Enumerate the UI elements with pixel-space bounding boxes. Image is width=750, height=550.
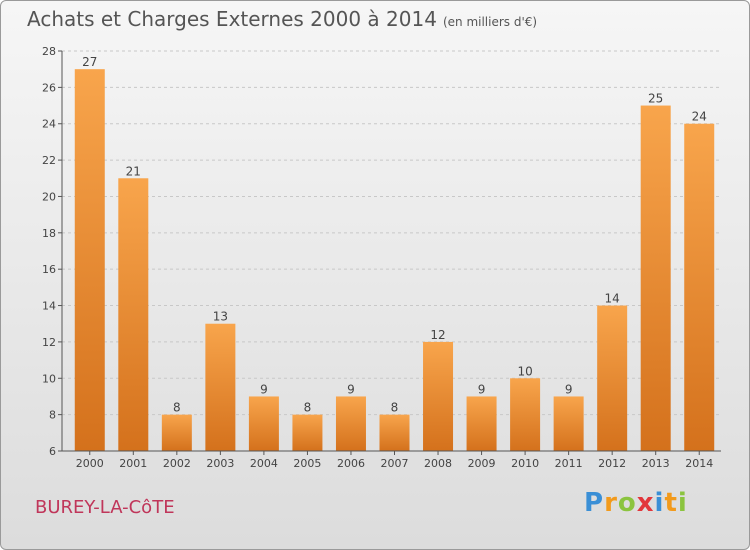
x-tick-label: 2014 (685, 457, 713, 470)
y-tick-label: 18 (42, 227, 56, 240)
bar (423, 341, 454, 451)
bar-value-label: 24 (692, 110, 707, 124)
y-tick-label: 28 (42, 45, 56, 58)
x-tick-label: 2000 (76, 457, 104, 470)
y-tick-label: 12 (42, 336, 56, 349)
y-tick-label: 16 (42, 263, 56, 276)
chart-subtitle: (en milliers d'€) (442, 15, 538, 29)
x-tick-label: 2011 (555, 457, 583, 470)
logo-letter: P (584, 488, 605, 518)
bar-value-label: 9 (565, 382, 573, 396)
x-tick-label: 2001 (119, 457, 147, 470)
bar (292, 414, 323, 451)
logo-letter: r (604, 488, 618, 518)
bar-value-label: 10 (517, 364, 532, 378)
x-tick-label: 2009 (468, 457, 496, 470)
bar (466, 396, 497, 451)
x-tick-label: 2004 (250, 457, 278, 470)
bar (553, 396, 584, 451)
bar-value-label: 8 (173, 401, 181, 415)
x-tick-label: 2002 (163, 457, 191, 470)
bar (597, 305, 628, 451)
bar-layer: 27 21 8 13 9 8 9 8 12 9 10 9 14 25 24 (74, 55, 715, 452)
bar-value-label: 14 (605, 292, 620, 306)
logo-letter: i (677, 488, 688, 518)
x-tick-label: 2008 (424, 457, 452, 470)
bar-value-label: 12 (430, 328, 445, 342)
y-tick-label: 10 (42, 372, 56, 385)
y-tick-label: 20 (42, 190, 56, 203)
bar (161, 414, 192, 451)
chart-title: Achats et Charges Externes 2000 à 2014 (e… (27, 7, 537, 31)
bar (74, 69, 105, 451)
bar-value-label: 8 (304, 401, 312, 415)
logo-letter: x (636, 488, 655, 518)
y-tick-label: 26 (42, 81, 56, 94)
logo-letter: i (654, 488, 665, 518)
y-tick-label: 24 (42, 118, 56, 131)
bar (248, 396, 279, 451)
y-tick-label: 22 (42, 154, 56, 167)
place-name: BUREY-LA-CôTE (35, 497, 175, 518)
x-tick-label: 2007 (381, 457, 409, 470)
bar-value-label: 25 (648, 92, 663, 106)
logo-letter: o (617, 488, 637, 518)
x-tick-label: 2006 (337, 457, 365, 470)
proxiti-logo: Proxiti (584, 488, 688, 518)
x-tick-label: 2013 (642, 457, 670, 470)
bar (379, 414, 410, 451)
x-tick-label: 2010 (511, 457, 539, 470)
x-tick-label: 2012 (598, 457, 626, 470)
bar-value-label: 13 (213, 310, 228, 324)
bar-value-label: 8 (391, 401, 399, 415)
y-tick-label: 14 (42, 300, 56, 313)
x-tick-label: 2005 (293, 457, 321, 470)
bar (684, 123, 715, 452)
bar-value-label: 21 (126, 164, 141, 178)
bar-value-label: 9 (478, 382, 486, 396)
bar (118, 178, 149, 452)
y-tick-label: 6 (49, 445, 56, 458)
bar (205, 323, 236, 451)
bar-value-label: 9 (347, 382, 355, 396)
axis-layer: 6 8 10 12 14 16 18 20 22 24 26 28 2000 2001 2002 2003 20… (42, 45, 721, 470)
bar-value-label: 9 (260, 382, 268, 396)
bar (640, 105, 671, 451)
bar-value-label: 27 (82, 55, 97, 69)
bar (510, 378, 541, 451)
logo-letter: t (664, 488, 678, 518)
y-tick-label: 8 (49, 409, 56, 422)
chart-title-text: Achats et Charges Externes 2000 à 2014 (27, 7, 437, 31)
bar (335, 396, 366, 451)
x-tick-label: 2003 (206, 457, 234, 470)
